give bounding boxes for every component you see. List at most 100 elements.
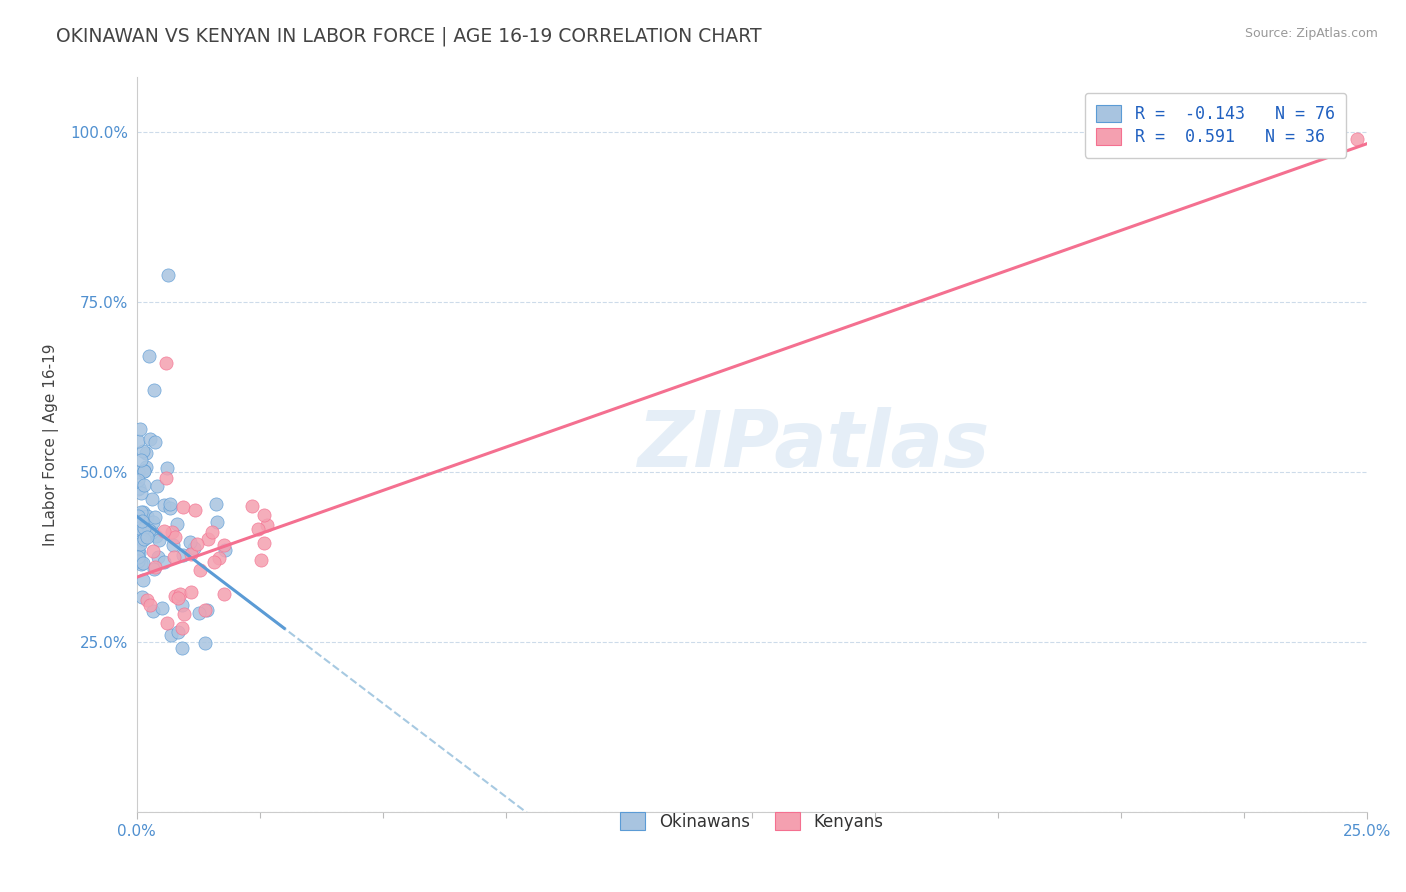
Point xyxy=(135,445,157,459)
Point xyxy=(145,509,167,524)
Point xyxy=(127,482,149,496)
Point xyxy=(163,549,186,564)
Point xyxy=(163,590,186,604)
Point xyxy=(183,541,205,555)
Point xyxy=(135,529,157,543)
Point xyxy=(135,526,157,541)
Point xyxy=(170,621,193,635)
Point xyxy=(180,547,202,561)
Point xyxy=(214,542,236,557)
Point xyxy=(163,530,186,544)
Point xyxy=(166,516,188,531)
Point xyxy=(134,532,156,546)
Point xyxy=(193,602,215,616)
Point xyxy=(159,500,181,515)
Point xyxy=(142,543,165,558)
Point xyxy=(240,499,263,513)
Point xyxy=(159,497,181,511)
Point xyxy=(131,590,153,604)
Point xyxy=(188,563,211,577)
Point xyxy=(132,556,155,570)
Point xyxy=(166,591,188,605)
Point xyxy=(143,560,166,574)
Point xyxy=(195,602,218,616)
Point xyxy=(162,538,184,552)
Point xyxy=(184,503,207,517)
Point xyxy=(132,464,155,478)
Point xyxy=(128,481,150,495)
Point xyxy=(153,498,176,512)
Point xyxy=(136,508,159,523)
Point xyxy=(205,515,228,529)
Point xyxy=(170,641,193,656)
Point xyxy=(132,464,155,478)
Point xyxy=(172,598,194,612)
Point xyxy=(127,473,149,487)
Point xyxy=(129,486,152,500)
Point xyxy=(142,384,165,398)
Point xyxy=(129,422,152,436)
Point xyxy=(212,538,235,552)
Point xyxy=(156,268,179,282)
Point xyxy=(146,479,169,493)
Point xyxy=(155,356,177,370)
Point xyxy=(138,523,160,537)
Point xyxy=(131,533,153,547)
Point xyxy=(173,607,195,621)
Point xyxy=(156,460,179,475)
Point xyxy=(132,505,155,519)
Point xyxy=(146,549,169,564)
Point xyxy=(127,465,149,479)
Point xyxy=(127,508,149,523)
Point xyxy=(253,508,276,523)
Point xyxy=(150,601,173,615)
Point xyxy=(127,549,149,564)
Point xyxy=(132,478,155,492)
Point xyxy=(246,523,269,537)
Point xyxy=(129,453,152,467)
Legend: Okinawans, Kenyans: Okinawans, Kenyans xyxy=(607,799,897,844)
Point xyxy=(1346,131,1368,145)
Text: OKINAWAN VS KENYAN IN LABOR FORCE | AGE 16-19 CORRELATION CHART: OKINAWAN VS KENYAN IN LABOR FORCE | AGE … xyxy=(56,27,762,46)
Point xyxy=(186,537,208,551)
Point xyxy=(141,491,163,506)
Point xyxy=(250,552,273,566)
Point xyxy=(129,528,152,542)
Point xyxy=(127,543,149,558)
Point xyxy=(155,471,177,485)
Point xyxy=(180,584,202,599)
Point xyxy=(148,533,170,547)
Point xyxy=(128,521,150,535)
Point xyxy=(129,537,152,551)
Point xyxy=(156,616,179,631)
Point xyxy=(201,525,224,540)
Point xyxy=(131,517,153,532)
Point xyxy=(135,459,157,474)
Point xyxy=(139,598,162,612)
Point xyxy=(142,605,165,619)
Point xyxy=(212,587,235,601)
Point xyxy=(194,636,217,650)
Point xyxy=(129,557,152,571)
Point xyxy=(138,432,160,446)
Point xyxy=(208,551,231,566)
Point xyxy=(205,497,228,511)
Text: Source: ZipAtlas.com: Source: ZipAtlas.com xyxy=(1244,27,1378,40)
Point xyxy=(142,562,165,576)
Point xyxy=(187,606,209,620)
Point xyxy=(145,528,167,542)
Point xyxy=(127,524,149,538)
Point xyxy=(131,514,153,528)
Point xyxy=(256,518,278,533)
Point xyxy=(132,521,155,535)
Point xyxy=(142,515,165,529)
Point xyxy=(153,555,176,569)
Point xyxy=(166,625,188,640)
Point xyxy=(138,349,160,363)
Point xyxy=(179,535,201,549)
Point xyxy=(141,525,163,540)
Point xyxy=(132,521,155,535)
Text: ZIPatlas: ZIPatlas xyxy=(637,407,990,483)
Point xyxy=(153,524,176,539)
Point xyxy=(127,554,149,568)
